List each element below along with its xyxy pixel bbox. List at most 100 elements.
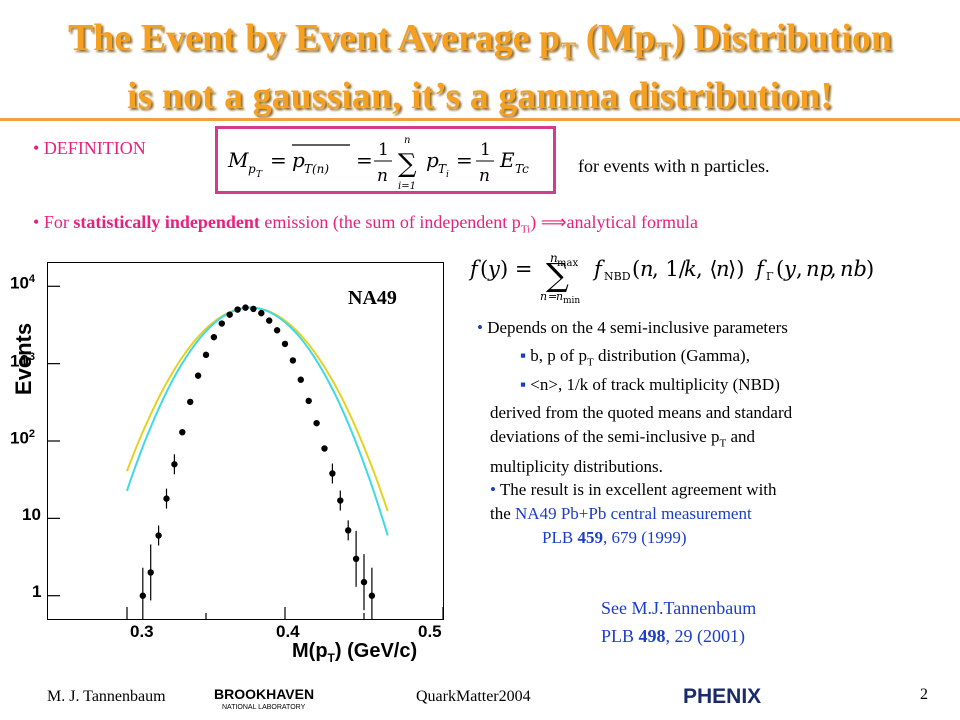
svg-text:⟩): ⟩) — [728, 257, 744, 281]
phenix-logo: PHENIX — [677, 680, 799, 710]
result-text: • The result is in excellent agreement w… — [490, 480, 777, 547]
svg-text:i=1: i=1 — [398, 181, 416, 191]
svg-text:PHENIX: PHENIX — [683, 685, 761, 708]
svg-text:1: 1 — [480, 140, 491, 160]
data-point — [337, 497, 344, 504]
svg-text:max: max — [557, 258, 578, 269]
svg-text:Tc: Tc — [515, 162, 529, 176]
plot-area — [48, 285, 444, 624]
data-point — [345, 527, 352, 534]
data-point — [258, 309, 265, 317]
phenix-logo-mark: PHENIX — [683, 685, 761, 708]
svg-text:p: p — [292, 148, 305, 172]
data-point — [297, 376, 304, 383]
svg-text:f: f — [592, 257, 605, 281]
data-point — [250, 305, 257, 313]
data-point — [273, 327, 281, 334]
plot-label-na49: NA49 — [348, 287, 397, 309]
data-point — [202, 351, 210, 359]
svg-text:k: k — [684, 257, 697, 281]
title-divider — [0, 118, 960, 121]
data-point — [321, 445, 328, 452]
svg-text:): ) — [866, 257, 874, 281]
data-point — [234, 306, 241, 313]
svg-text:,: , — [830, 257, 837, 281]
page-title: The Event by Event Average pT (MpT) Dist… — [67, 17, 893, 117]
svg-text:n: n — [556, 290, 563, 303]
svg-text:p: p — [248, 162, 256, 176]
svg-text:BROOKHAVEN: BROOKHAVEN — [214, 686, 314, 702]
svg-text:NBD: NBD — [604, 270, 631, 283]
footer-conference: QuarkMatter2004 — [416, 688, 531, 705]
svg-text:=: = — [456, 148, 473, 172]
formula-fy: f (y) = n max ∑ n =n min f NBD (n, 1/k, ⟨n… — [468, 251, 874, 306]
page-number: 2 — [920, 686, 928, 703]
data-point — [226, 311, 233, 318]
y-tick-1: 1 — [32, 582, 42, 601]
svg-text:n: n — [377, 166, 388, 186]
data-point — [289, 357, 297, 364]
svg-text:n: n — [540, 290, 547, 303]
svg-text:=: = — [270, 148, 287, 172]
svg-text:n: n — [479, 166, 490, 186]
data-point — [194, 372, 202, 379]
independent-emission-text: • For statistically independent emission… — [33, 212, 698, 236]
definition-equation: M p T = p T(n) = 1 n ∑ n i=1 p T i = 1 n… — [215, 126, 556, 194]
svg-text:T(n): T(n) — [304, 162, 329, 176]
parameters-bullet: • Depends on the 4 semi-inclusive parame… — [477, 318, 788, 337]
svg-text:f: f — [468, 257, 481, 281]
brookhaven-logo: BROOKHAVEN NATIONAL LABORATORY — [212, 684, 330, 712]
definition-suffix: for events with n particles. — [578, 156, 770, 176]
svg-text:T: T — [256, 170, 263, 180]
plot-frame: NA49 — [47, 262, 444, 624]
svg-text:=: = — [548, 290, 557, 303]
y-tick-10: 10 — [22, 505, 41, 524]
svg-text:, 1/: , 1/ — [652, 257, 687, 281]
svg-text:1: 1 — [378, 140, 389, 160]
svg-text:E: E — [499, 148, 515, 172]
data-point — [139, 592, 146, 599]
svg-text:f: f — [754, 257, 767, 281]
data-point — [218, 320, 225, 327]
x-tick-0.3: 0.3 — [130, 622, 154, 641]
data-point — [368, 592, 376, 599]
derived-text: derived from the quoted means and standa… — [490, 403, 793, 477]
y-tick-1e3: 103 — [10, 351, 36, 371]
footer-author: M. J. Tannenbaum — [47, 688, 166, 705]
data-point — [313, 419, 320, 427]
data-point — [210, 333, 218, 341]
svg-text:nb: nb — [840, 257, 867, 281]
data-point — [281, 340, 289, 348]
svg-text:∑: ∑ — [546, 256, 569, 294]
data-point — [155, 532, 162, 539]
data-point — [242, 304, 249, 311]
svg-text:∑: ∑ — [398, 149, 417, 179]
svg-text:Γ: Γ — [766, 270, 774, 283]
svg-text:) =: ) = — [500, 257, 532, 281]
svg-text:p: p — [426, 148, 439, 172]
svg-text:n: n — [716, 257, 730, 281]
svg-text:n: n — [550, 251, 558, 265]
gamma-nbd-formula: f (y) = n max ∑ n = n min f NBD (n, 1/k, ⟨ n… — [468, 232, 948, 309]
svg-text:NATIONAL LABORATORY: NATIONAL LABORATORY — [222, 704, 306, 711]
data-point — [187, 398, 194, 406]
data-point — [171, 461, 178, 468]
svg-text:i: i — [446, 170, 449, 180]
data-point — [163, 495, 170, 502]
data-point — [305, 397, 312, 405]
svg-text:M: M — [227, 148, 249, 172]
data-point — [266, 317, 273, 324]
see-reference: See M.J.Tannenbaum PLB 498, 29 (2001) — [601, 598, 757, 646]
svg-text:n: n — [640, 257, 654, 281]
x-tick-0.4: 0.4 — [276, 622, 300, 641]
svg-text:np: np — [806, 257, 833, 281]
gaussian-fit-curve — [126, 306, 389, 536]
svg-text:(: ( — [480, 257, 488, 281]
x-axis-label: M(pT) (GeV/c) — [292, 640, 418, 665]
y-tick-1e4: 104 — [10, 273, 36, 293]
param-gamma: ▪ b, p of pT distribution (Gamma), — [520, 346, 750, 369]
svg-text:(: ( — [632, 257, 640, 281]
data-point — [179, 428, 186, 436]
data-point — [360, 578, 368, 586]
svg-text:n: n — [404, 135, 410, 146]
